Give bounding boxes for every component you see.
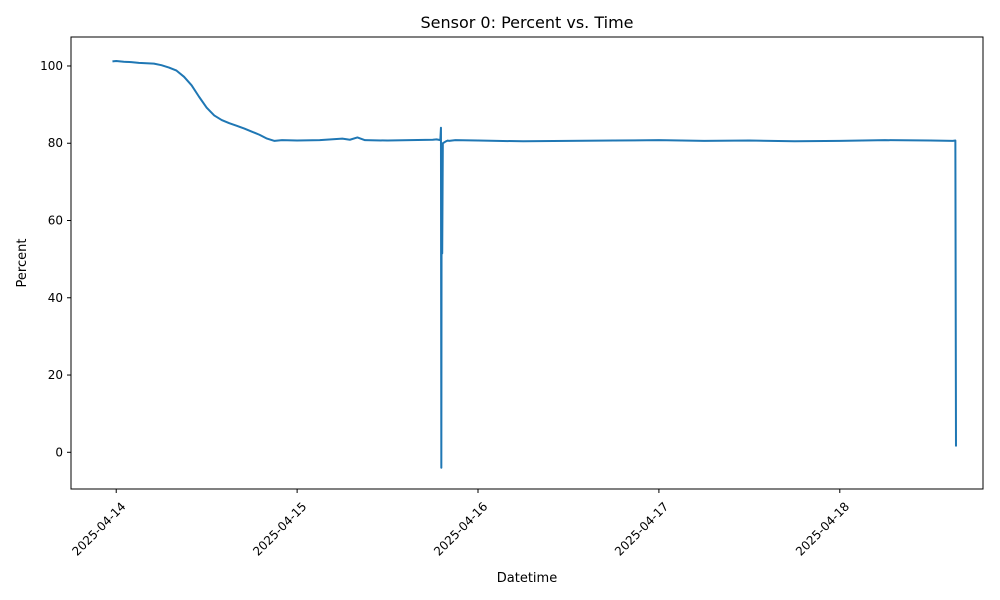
y-tick-label-4: 80 xyxy=(48,136,63,150)
series-line-0 xyxy=(112,59,957,469)
y-axis-ticks: 0 20 40 60 80 100 xyxy=(40,59,71,459)
y-tick-label-1: 20 xyxy=(48,368,63,382)
x-axis-label: Datetime xyxy=(497,571,557,586)
y-tick-label-0: 0 xyxy=(55,445,63,459)
plot-area xyxy=(112,59,957,469)
y-axis-label: Percent xyxy=(15,239,30,288)
chart-title: Sensor 0: Percent vs. Time xyxy=(420,13,633,32)
y-tick-label-5: 100 xyxy=(40,59,63,73)
plot-frame xyxy=(70,36,984,490)
y-tick-label-3: 60 xyxy=(48,214,63,228)
y-tick-label-2: 40 xyxy=(48,291,63,305)
